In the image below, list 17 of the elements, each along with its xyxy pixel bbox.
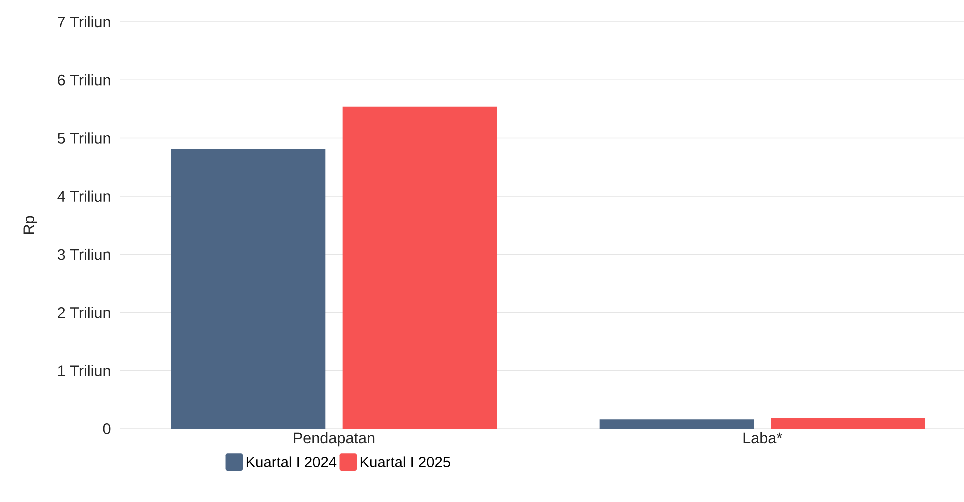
x-tick-label: Pendapatan: [294, 432, 375, 447]
bar: [600, 420, 754, 429]
x-tick-label: Laba*: [744, 432, 782, 444]
y-tick-label: 4 Triliun: [58, 190, 110, 202]
y-tick-label: 1 Triliun: [58, 365, 110, 376]
bar: [342, 106, 498, 429]
y-tick-label: 3 Triliun: [58, 248, 110, 260]
y-tick-label: 5 Triliun: [58, 132, 110, 144]
bar: [771, 418, 926, 429]
legend-label: Kuartal I 2024: [246, 456, 337, 468]
bar: [171, 149, 326, 429]
y-tick-label: 7 Triliun: [58, 16, 110, 28]
y-tick-label: 6 Triliun: [58, 74, 110, 86]
legend-label: Kuartal I 2025: [360, 456, 450, 468]
y-tick-label: 2 Triliun: [58, 307, 110, 318]
y-tick-label: 0: [103, 424, 111, 434]
y-axis-title: Rp: [24, 216, 38, 234]
